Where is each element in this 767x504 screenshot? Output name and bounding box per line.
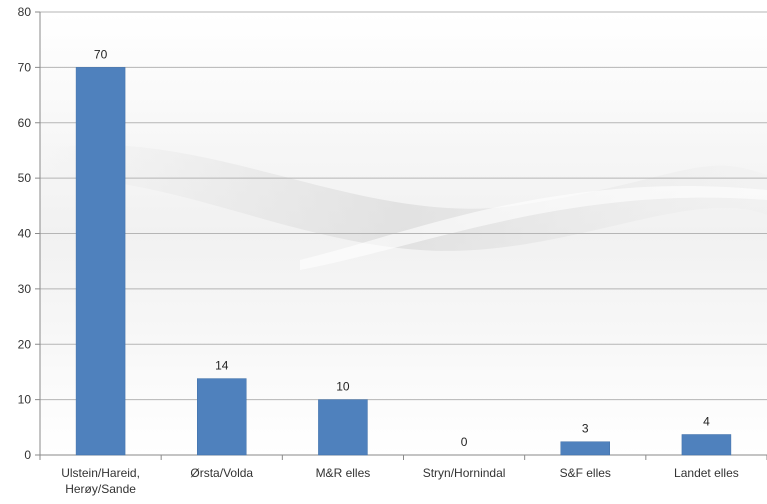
y-tick-label: 0 bbox=[24, 448, 31, 462]
data-label: 0 bbox=[461, 435, 468, 449]
bar bbox=[318, 399, 368, 456]
y-tick-label: 50 bbox=[18, 171, 32, 185]
gridlines bbox=[40, 11, 767, 401]
bar bbox=[197, 378, 247, 456]
y-tick-label: 30 bbox=[18, 282, 32, 296]
x-axis-labels: Ulstein/Hareid, Herøy/Sande Ørsta/Volda M&R… bbox=[39, 455, 767, 496]
data-label: 3 bbox=[582, 422, 589, 436]
x-tick-label: Herøy/Sande bbox=[65, 482, 136, 496]
data-label: 4 bbox=[703, 415, 710, 429]
x-tick-label: Ulstein/Hareid, bbox=[61, 466, 140, 480]
y-tick-label: 60 bbox=[18, 116, 32, 130]
data-label: 14 bbox=[215, 359, 229, 373]
x-tick-label: M&R elles bbox=[316, 466, 371, 480]
bar bbox=[560, 441, 610, 456]
y-tick-label: 10 bbox=[18, 393, 32, 407]
data-label: 10 bbox=[336, 380, 350, 394]
y-tick-label: 70 bbox=[18, 60, 32, 74]
y-tick-label: 80 bbox=[18, 5, 32, 19]
bars bbox=[75, 67, 732, 456]
x-tick-label: S&F elles bbox=[560, 466, 611, 480]
bar bbox=[681, 434, 732, 456]
bar bbox=[75, 67, 126, 456]
data-label: 70 bbox=[94, 47, 108, 61]
x-tick-label: Landet elles bbox=[674, 466, 739, 480]
x-tick-label: Stryn/Hornindal bbox=[423, 466, 506, 480]
y-tick-label: 20 bbox=[18, 337, 32, 351]
data-labels: 70 14 10 0 3 4 bbox=[94, 47, 710, 449]
y-tick-label: 40 bbox=[18, 227, 32, 241]
y-axis-ticks: 0 10 20 30 40 50 60 70 80 bbox=[18, 5, 40, 462]
x-tick-label: Ørsta/Volda bbox=[190, 466, 253, 480]
